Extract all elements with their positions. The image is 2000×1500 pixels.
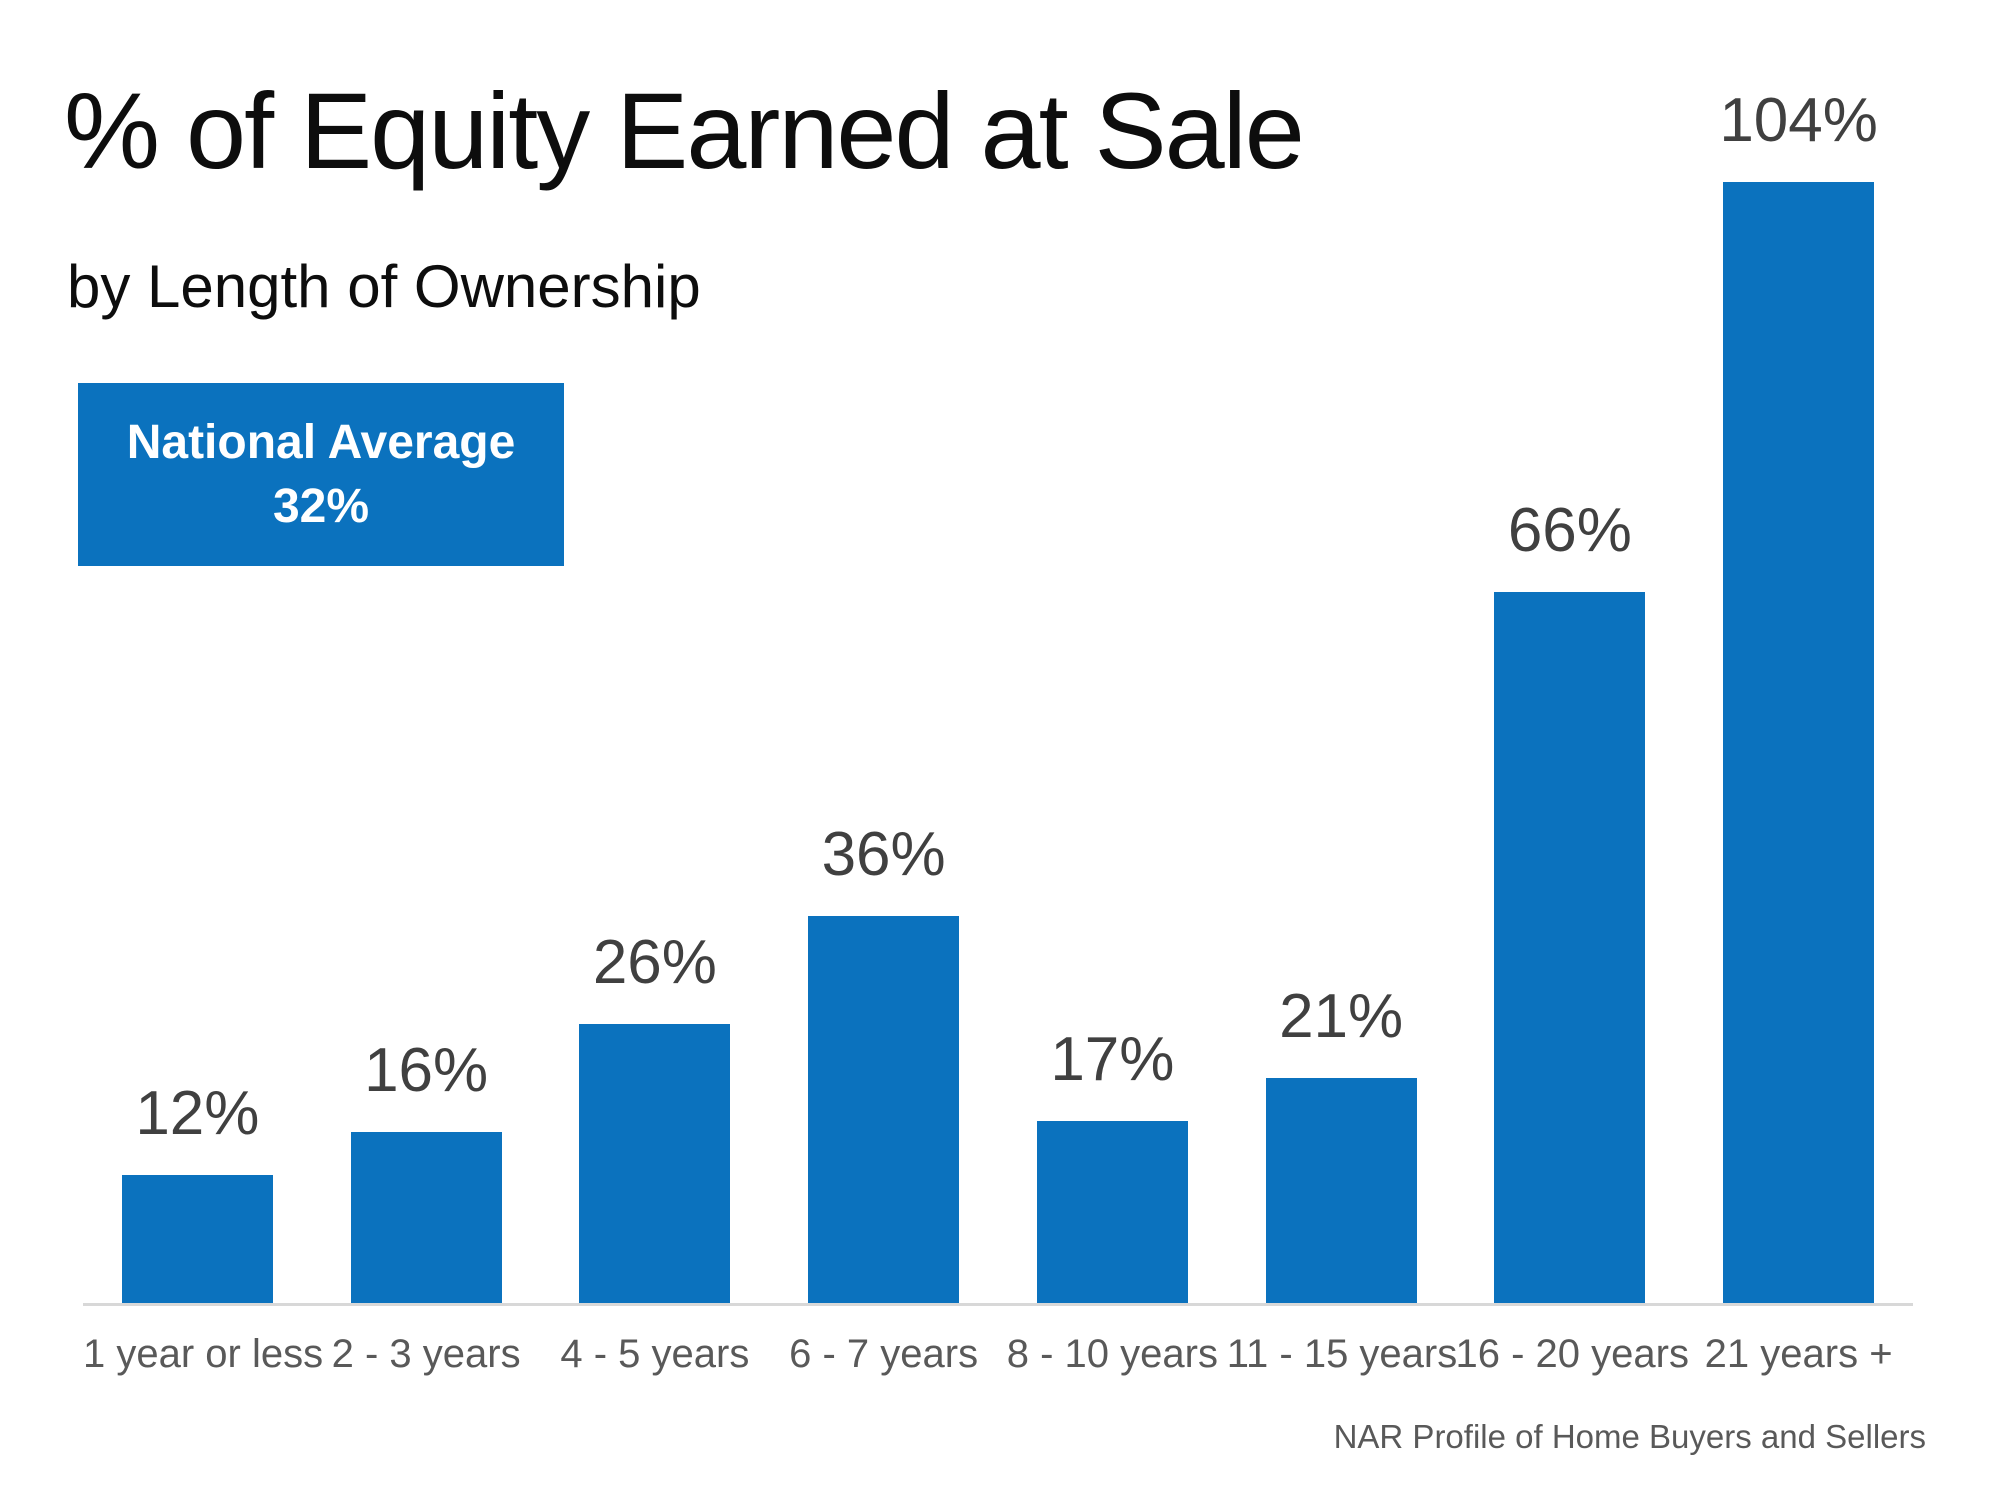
chart-subtitle: by Length of Ownership: [67, 253, 701, 320]
national-average-callout: National Average 32%: [78, 383, 564, 566]
x-axis-label: 1 year or less: [83, 1332, 324, 1376]
bar-group: 26%: [541, 60, 770, 1305]
bar-chart: 12% 16% 26% 36% 17% 21% 66% 104%: [83, 60, 1913, 1305]
bar-group: 16%: [312, 60, 541, 1305]
chart-title: % of Equity Earned at Sale: [64, 70, 1305, 191]
bar-group: 36%: [769, 60, 998, 1305]
x-axis-label: 21 years +: [1704, 1332, 1893, 1376]
bar: [1494, 592, 1646, 1305]
bar: [1265, 1078, 1417, 1305]
bar-value-label: 104%: [1719, 86, 1878, 155]
bar-group: 12%: [83, 60, 312, 1305]
bar-value-label: 66%: [1507, 496, 1632, 565]
bar: [579, 1024, 731, 1305]
bar-value-label: 36%: [821, 820, 946, 889]
bar-group: 104%: [1684, 60, 1913, 1305]
source-attribution: NAR Profile of Home Buyers and Sellers: [1333, 1418, 1926, 1455]
bar: [350, 1132, 502, 1305]
bar-group: 66%: [1456, 60, 1685, 1305]
bar-value-label: 16%: [364, 1036, 489, 1105]
x-axis-label: 6 - 7 years: [789, 1332, 979, 1376]
bar-value-label: 26%: [592, 928, 717, 997]
bar: [121, 1175, 273, 1305]
bar-value-label: 12%: [135, 1079, 260, 1148]
x-axis-labels: 1 year or less 2 - 3 years 4 - 5 years 6…: [83, 1332, 1913, 1377]
x-axis-line: [83, 1303, 1913, 1306]
national-average-value: 32%: [272, 479, 370, 533]
bar-value-label: 21%: [1279, 982, 1404, 1051]
x-axis-label: 4 - 5 years: [560, 1332, 750, 1376]
x-axis-label: 16 - 20 years: [1455, 1332, 1689, 1376]
x-axis-label: 2 - 3 years: [331, 1332, 521, 1376]
bar-group: 17%: [998, 60, 1227, 1305]
bar-group: 21%: [1227, 60, 1456, 1305]
national-average-label: National Average: [126, 416, 516, 470]
x-axis-label: 11 - 15 years: [1226, 1332, 1458, 1376]
bar: [1723, 182, 1875, 1305]
x-axis-label: 8 - 10 years: [1006, 1332, 1218, 1376]
bar: [1036, 1121, 1188, 1305]
bar: [808, 916, 960, 1305]
bar-value-label: 17%: [1050, 1025, 1175, 1094]
